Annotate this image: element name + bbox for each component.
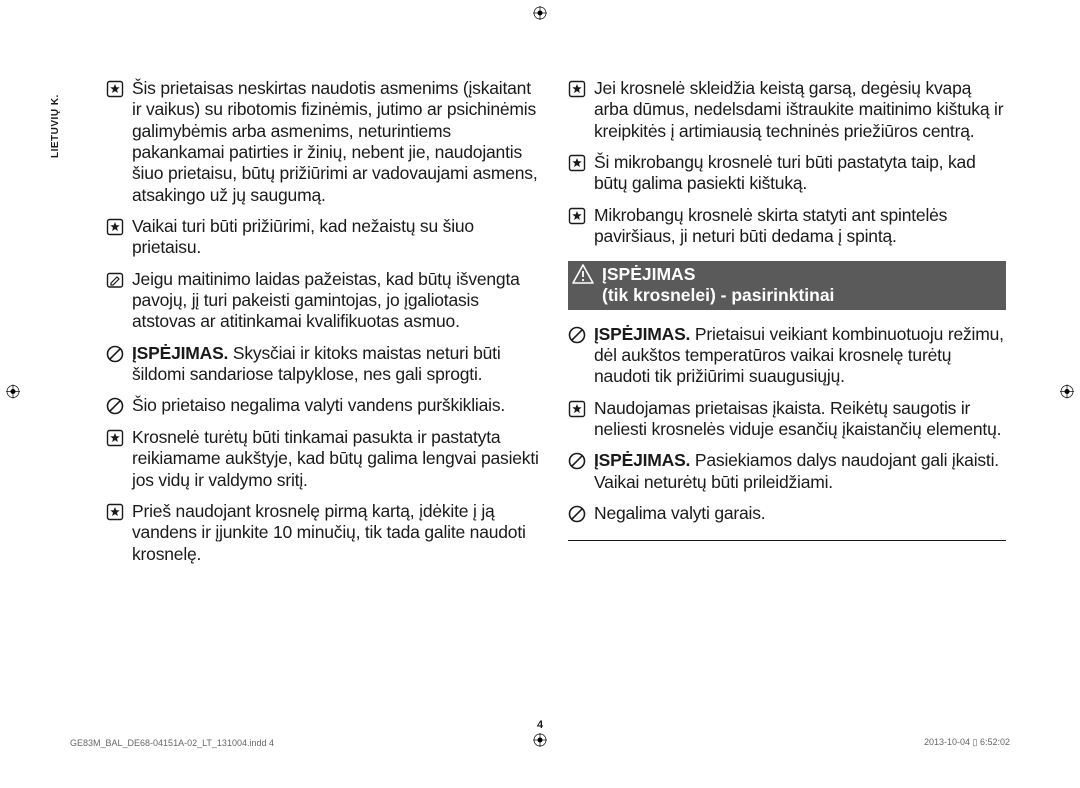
- list-item: Naudojamas prietaisas įkaista. Reikėtų s…: [568, 398, 1006, 441]
- content-columns: Šis prietaisas neskirtas naudotis asmeni…: [106, 78, 1010, 565]
- list-item-text: Šis prietaisas neskirtas naudotis asmeni…: [132, 78, 544, 206]
- no-circle-icon: [568, 505, 586, 523]
- list-item-text: ĮSPĖJIMAS. Prietaisui veikiant kombinuot…: [594, 324, 1006, 388]
- list-item-text: ĮSPĖJIMAS. Skysčiai ir kitoks maistas ne…: [132, 343, 544, 386]
- list-item-text: Vaikai turi būti prižiūrimi, kad nežaist…: [132, 216, 544, 259]
- warning-triangle-icon: [572, 264, 594, 304]
- no-circle-icon: [106, 345, 124, 363]
- warning-heading-text: ĮSPĖJIMAS(tik krosnelei) - pasirinktinai: [602, 264, 834, 304]
- star-box-icon: [568, 154, 586, 172]
- footer-timestamp: 2013-10-04 ▯ 6:52:02: [924, 737, 1010, 748]
- list-item: Prieš naudojant krosnelę pirmą kartą, įd…: [106, 501, 544, 565]
- star-box-icon: [106, 503, 124, 521]
- list-item-text: Ši mikrobangų krosnelė turi būti pastaty…: [594, 152, 1006, 195]
- registration-mark-icon: [1060, 385, 1074, 404]
- list-item: Jei krosnelė skleidžia keistą garsą, deg…: [568, 78, 1006, 142]
- no-circle-icon: [568, 452, 586, 470]
- star-box-icon: [568, 207, 586, 225]
- list-item-text: Prieš naudojant krosnelę pirmą kartą, įd…: [132, 501, 544, 565]
- left-column: Šis prietaisas neskirtas naudotis asmeni…: [106, 78, 544, 565]
- list-item: Krosnelė turėtų būti tinkamai pasukta ir…: [106, 427, 544, 491]
- no-circle-icon: [568, 326, 586, 344]
- list-item-text: Naudojamas prietaisas įkaista. Reikėtų s…: [594, 398, 1006, 441]
- list-item-text: Mikrobangų krosnelė skirta statyti ant s…: [594, 205, 1006, 248]
- star-box-icon: [106, 80, 124, 98]
- list-item: Šis prietaisas neskirtas naudotis asmeni…: [106, 78, 544, 206]
- list-item: Negalima valyti garais.: [568, 503, 1006, 524]
- star-box-icon: [568, 80, 586, 98]
- registration-mark-icon: [6, 385, 20, 404]
- list-item: ĮSPĖJIMAS. Pasiekiamos dalys naudojant g…: [568, 450, 1006, 493]
- list-item: Jeigu maitinimo laidas pažeistas, kad bū…: [106, 269, 544, 333]
- list-item-text: Krosnelė turėtų būti tinkamai pasukta ir…: [132, 427, 544, 491]
- list-item-text: Jeigu maitinimo laidas pažeistas, kad bū…: [132, 269, 544, 333]
- star-box-icon: [106, 218, 124, 236]
- section-divider: [568, 540, 1006, 541]
- page-number: 4: [537, 719, 543, 731]
- manual-page: LIETUVIŲ K. Šis prietaisas neskirtas nau…: [0, 0, 1080, 788]
- side-language-tab: LIETUVIŲ K.: [50, 94, 61, 158]
- list-item: Šio prietaiso negalima valyti vandens pu…: [106, 395, 544, 416]
- warning-heading-bar: ĮSPĖJIMAS(tik krosnelei) - pasirinktinai: [568, 261, 1006, 309]
- edit-box-icon: [106, 271, 124, 289]
- list-item: Vaikai turi būti prižiūrimi, kad nežaist…: [106, 216, 544, 259]
- list-item-text: Jei krosnelė skleidžia keistą garsą, deg…: [594, 78, 1006, 142]
- star-box-icon: [568, 400, 586, 418]
- list-item: Mikrobangų krosnelė skirta statyti ant s…: [568, 205, 1006, 248]
- list-item-text: ĮSPĖJIMAS. Pasiekiamos dalys naudojant g…: [594, 450, 1006, 493]
- list-item-text: Negalima valyti garais.: [594, 503, 765, 524]
- list-item-text: Šio prietaiso negalima valyti vandens pu…: [132, 395, 505, 416]
- list-item: Ši mikrobangų krosnelė turi būti pastaty…: [568, 152, 1006, 195]
- no-circle-icon: [106, 397, 124, 415]
- right-column: Jei krosnelė skleidžia keistą garsą, deg…: [568, 78, 1006, 565]
- registration-mark-icon: [533, 6, 547, 25]
- list-item: ĮSPĖJIMAS. Prietaisui veikiant kombinuot…: [568, 324, 1006, 388]
- list-item: ĮSPĖJIMAS. Skysčiai ir kitoks maistas ne…: [106, 343, 544, 386]
- registration-mark-icon: [533, 733, 547, 752]
- footer-filename: GE83M_BAL_DE68-04151A-02_LT_131004.indd …: [70, 738, 274, 748]
- star-box-icon: [106, 429, 124, 447]
